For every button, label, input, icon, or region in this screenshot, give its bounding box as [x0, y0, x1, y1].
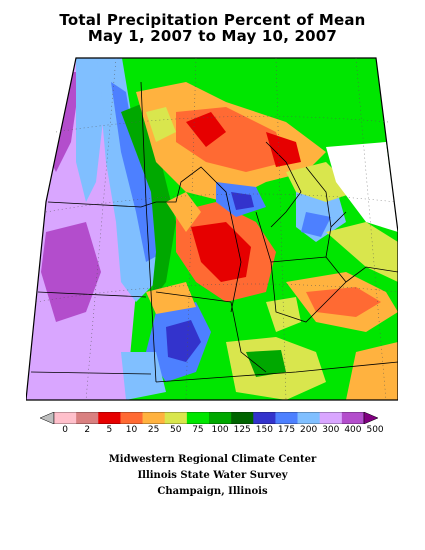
legend-swatch — [341, 412, 365, 424]
legend-label: 125 — [233, 425, 251, 435]
legend-label: 10 — [125, 425, 138, 435]
legend-swatch — [231, 412, 254, 424]
lake-areas — [326, 142, 398, 232]
legend-label: 2 — [84, 425, 91, 435]
legend-label: 5 — [106, 425, 113, 435]
precipitation-map — [26, 52, 398, 402]
map-date-range: May 1, 2007 to May 10, 2007 — [87, 27, 338, 45]
legend-label: 50 — [170, 425, 182, 435]
legend-swatch — [319, 412, 343, 424]
legend-label: 500 — [366, 425, 384, 435]
legend-arrow-low — [40, 412, 55, 424]
legend-swatch — [209, 412, 232, 424]
legend-swatch — [54, 412, 77, 424]
legend-label: 100 — [211, 425, 229, 435]
map-border — [26, 57, 398, 401]
legend-swatch — [164, 412, 188, 424]
credit-organization: Midwestern Regional Climate Center — [108, 454, 317, 465]
legend-swatch — [186, 412, 210, 424]
legend-swatch — [120, 412, 143, 424]
legend-label: 400 — [344, 425, 362, 435]
map-title: Total Precipitation Percent of Mean — [59, 11, 366, 29]
legend-swatch — [76, 412, 99, 424]
legend-label: 75 — [192, 425, 204, 435]
credit-survey: Illinois State Water Survey — [137, 470, 288, 481]
legend-label: 300 — [322, 425, 340, 435]
legend-arrow-high — [363, 412, 378, 424]
precip-field — [26, 58, 398, 400]
legend-label: 25 — [147, 425, 160, 435]
credit-location: Champaign, Illinois — [157, 486, 268, 497]
legend-label: 200 — [300, 425, 318, 435]
legend-swatch — [142, 412, 166, 424]
legend-swatch — [297, 412, 321, 424]
legend-colorbar — [40, 412, 378, 424]
graticule — [35, 57, 398, 401]
state-boundaries — [30, 81, 398, 383]
legend-label: 0 — [62, 425, 68, 435]
legend-swatch — [275, 412, 298, 424]
legend-label: 150 — [255, 425, 273, 435]
legend-swatch — [98, 412, 121, 424]
legend-label: 175 — [277, 425, 296, 435]
legend-swatch — [253, 412, 276, 424]
